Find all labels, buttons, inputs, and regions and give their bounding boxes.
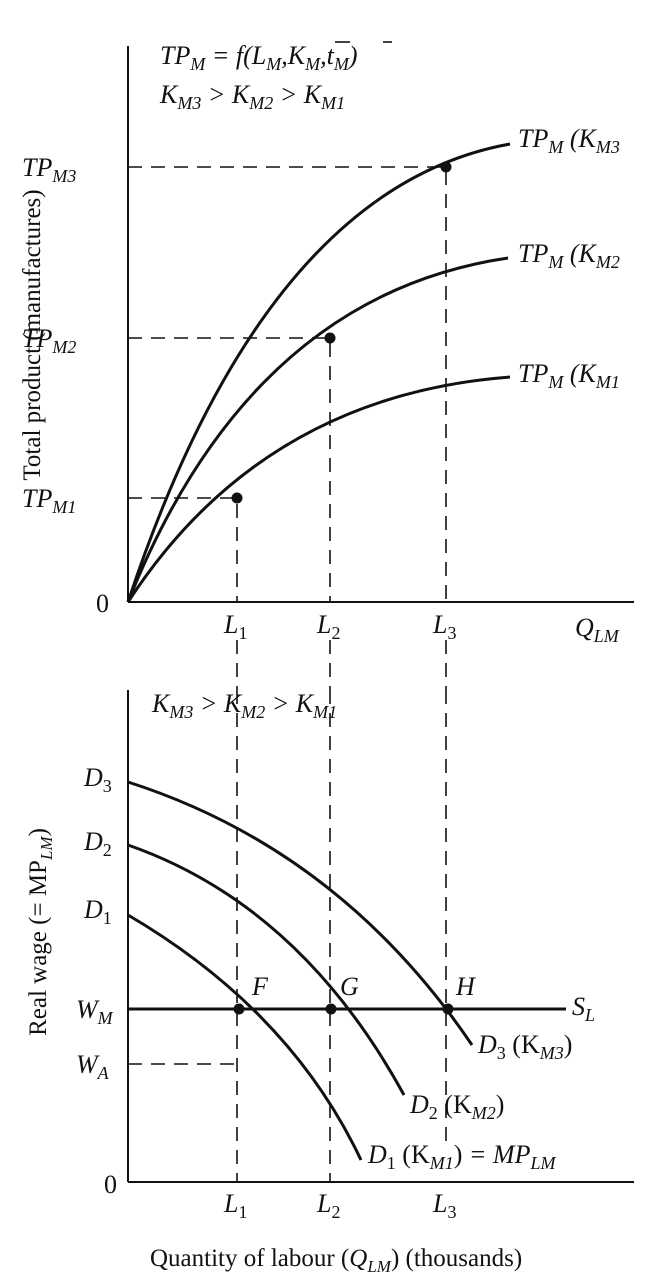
- demand-curve-d3: [127, 780, 474, 1046]
- tp-curve-km1: [126, 375, 511, 603]
- tp-m2-point: [324, 332, 336, 344]
- point-g: [325, 1003, 337, 1015]
- bottom-capital-ordering: KM3 > KM2 > KM1: [151, 689, 337, 722]
- bottom-l2-label: L2: [316, 1189, 340, 1222]
- top-l2-label: L2: [316, 610, 340, 643]
- d2-intercept-label: D2: [83, 827, 112, 860]
- top-l1-label: L1: [223, 610, 247, 643]
- wm-label: WM: [76, 995, 114, 1028]
- tp-curve-km2: [126, 256, 509, 603]
- tp-m3-label: TPM3: [22, 153, 76, 186]
- bottom-l1-label: L1: [223, 1189, 247, 1222]
- bottom-x-axis-title: Quantity of labour (QLM) (thousands): [150, 1245, 522, 1276]
- top-l3-label: L3: [432, 610, 456, 643]
- d3-curve-label: D3 (KM3): [477, 1030, 572, 1063]
- tp-m2-label: TPM2: [22, 324, 76, 357]
- top-x-axis-label: QLM: [575, 613, 620, 646]
- tp-m1-label: TPM1: [22, 484, 76, 517]
- d2-curve-label: D2 (KM2): [409, 1090, 504, 1123]
- tp-m3-point: [440, 161, 452, 173]
- tp-m1-point: [231, 492, 243, 504]
- demand-curve-d1: [127, 913, 363, 1161]
- point-f-label: F: [251, 972, 269, 1001]
- tp-curve-km3: [126, 142, 511, 603]
- demand-curve-d2: [127, 843, 406, 1096]
- top-capital-ordering: KM3 > KM2 > KM1: [159, 80, 345, 113]
- bottom-origin-label: 0: [104, 1170, 117, 1199]
- tp-m1-guide: [128, 497, 238, 602]
- tp-m3-guide: [128, 166, 447, 602]
- supply-label: SL: [572, 992, 595, 1025]
- tp-km1-curve-label: TPM (KM1: [518, 359, 620, 392]
- point-h: [442, 1003, 454, 1015]
- tp-km2-curve-label: TPM (KM2: [518, 239, 620, 272]
- d1-intercept-label: D1: [83, 895, 112, 928]
- bottom-panel: KM3 > KM2 > KM1 D3 D2 D1 WM WA 0 L1 L2 L…: [25, 689, 634, 1276]
- bottom-l3-label: L3: [432, 1189, 456, 1222]
- point-h-label: H: [455, 972, 476, 1001]
- tp-km3-curve-label: TPM (KM3: [518, 124, 620, 157]
- point-g-label: G: [340, 972, 359, 1001]
- d3-intercept-label: D3: [83, 763, 112, 796]
- production-function: TPM = f(LM,KM,tM): [160, 41, 357, 74]
- top-origin-label: 0: [96, 589, 109, 618]
- bottom-y-axis-title: Real wage (= MPLM): [25, 828, 56, 1036]
- top-panel: TPM = f(LM,KM,tM) KM3 > KM2 > KM1 TPM3 T…: [19, 41, 634, 646]
- top-y-axis-title: Total product (manufactures): [19, 189, 46, 480]
- point-f: [233, 1003, 245, 1015]
- d1-curve-label: D1 (KM1) = MPLM: [367, 1140, 556, 1173]
- wa-label: WA: [76, 1050, 110, 1083]
- tp-m2-guide: [128, 337, 331, 602]
